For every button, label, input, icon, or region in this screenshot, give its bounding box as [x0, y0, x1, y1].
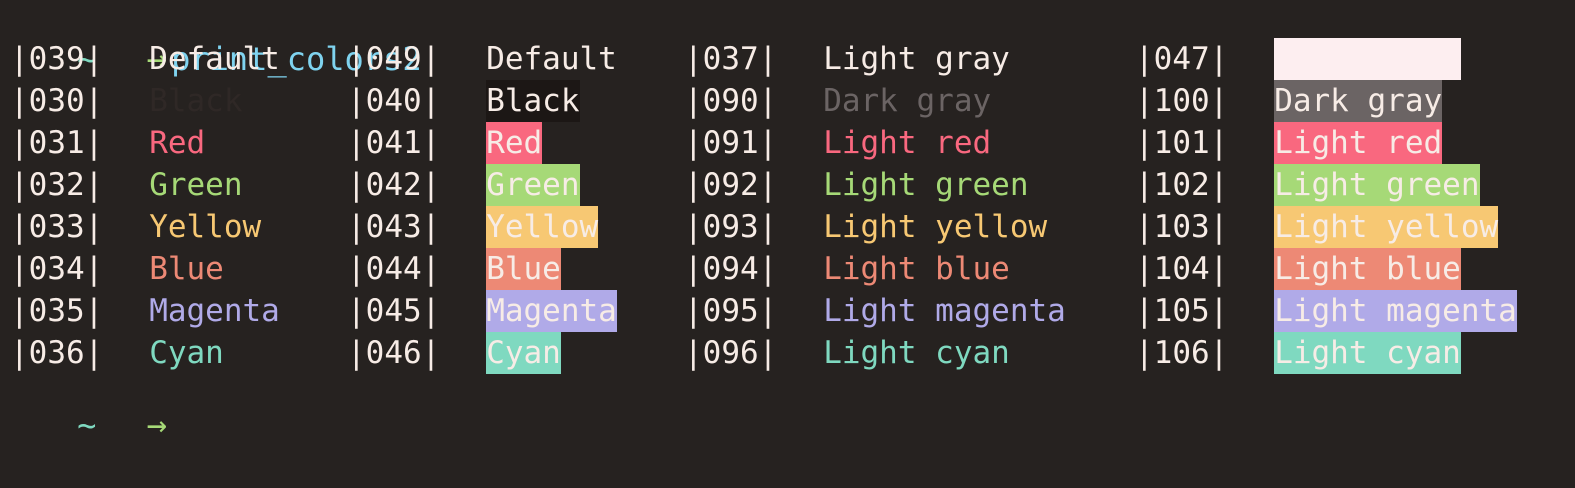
color-code: |039| [10, 41, 104, 77]
color-swatch-label: Light cyan [1274, 332, 1461, 374]
color-code: |037| [684, 41, 778, 77]
table-row: |030| Black |040| Black |090| Dark gray |100| D… [0, 80, 1575, 122]
color-code: |094| [684, 251, 778, 287]
color-swatch-label: Light magenta [1274, 290, 1517, 332]
color-code: |103| [1135, 209, 1229, 245]
table-row: |033| Yellow |043| Yellow |093| Light yellow |… [0, 206, 1575, 248]
color-label: Default [486, 41, 617, 77]
table-row: |035| Magenta |045| Magenta |095| Light magen… [0, 290, 1575, 332]
color-code: |095| [684, 293, 778, 329]
color-swatch-label: Light blue [1274, 248, 1461, 290]
terminal-window[interactable]: ~ → print_colors2 |039| Default |049| Default… [0, 0, 1575, 445]
color-label: Light red [823, 125, 992, 161]
prompt-tilde-icon: ~ [77, 40, 97, 78]
color-code: |036| [10, 335, 104, 371]
color-code: |042| [347, 167, 441, 203]
color-code: |093| [684, 209, 778, 245]
color-swatch-label: Green [486, 164, 580, 206]
color-label: Light green [823, 167, 1029, 203]
color-label: Light yellow [823, 209, 1048, 245]
color-label: Red [149, 125, 206, 161]
color-swatch-label: Black [486, 80, 580, 122]
color-swatch-label: Light green [1274, 164, 1480, 206]
color-label: Black [149, 83, 243, 119]
prompt-line-bottom[interactable]: ~ → [0, 362, 171, 445]
color-code: |046| [347, 335, 441, 371]
color-code: |040| [347, 83, 441, 119]
color-code: |091| [684, 125, 778, 161]
color-code: |043| [347, 209, 441, 245]
color-code: |030| [10, 83, 104, 119]
color-label: Cyan [149, 335, 224, 371]
color-label: Dark gray [823, 83, 992, 119]
color-swatch-label: Blue [486, 248, 561, 290]
color-code: |101| [1135, 125, 1229, 161]
color-swatch-label: Magenta [486, 290, 617, 332]
command-text: print_colors2 [171, 40, 422, 78]
table-row: |036| Cyan |046| Cyan |096| Light cyan |106| Li… [0, 332, 1575, 374]
color-label: Light blue [823, 251, 1010, 287]
color-code: |044| [347, 251, 441, 287]
color-code: |032| [10, 167, 104, 203]
color-swatch-label: Light yellow [1274, 206, 1499, 248]
command-input[interactable] [167, 406, 171, 444]
color-code: |041| [347, 125, 441, 161]
color-code: |102| [1135, 167, 1229, 203]
color-code: |034| [10, 251, 104, 287]
color-swatch-label: Light gray [1274, 38, 1461, 80]
color-swatch-label: Light red [1274, 122, 1443, 164]
color-code: |106| [1135, 335, 1229, 371]
color-code: |035| [10, 293, 104, 329]
color-label: Yellow [149, 209, 262, 245]
color-label: Light cyan [823, 335, 1010, 371]
color-code: |092| [684, 167, 778, 203]
color-swatch-label: Red [486, 122, 543, 164]
color-label: Default [149, 41, 280, 77]
prompt-arrow-icon: → [146, 39, 168, 79]
color-label: Light magenta [823, 293, 1066, 329]
color-swatch-label: Dark gray [1274, 80, 1443, 122]
color-code: |104| [1135, 251, 1229, 287]
prompt-tilde-icon: ~ [77, 406, 97, 444]
color-code: |105| [1135, 293, 1229, 329]
color-code: |045| [347, 293, 441, 329]
table-row: |032| Green |042| Green |092| Light green |102… [0, 164, 1575, 206]
color-code: |047| [1135, 41, 1229, 77]
prompt-line-top: ~ → print_colors2 [0, 0, 422, 79]
color-swatch-label: Yellow [486, 206, 599, 248]
color-swatch-label: Cyan [486, 332, 561, 374]
color-label: Blue [149, 251, 224, 287]
color-code: |033| [10, 209, 104, 245]
color-code: |096| [684, 335, 778, 371]
prompt-arrow-icon: → [146, 405, 168, 445]
color-label: Green [149, 167, 243, 203]
color-code: |100| [1135, 83, 1229, 119]
table-row: |039| Default |049| Default |037| Light gray |… [0, 38, 1575, 80]
color-code: |090| [684, 83, 778, 119]
color-code: |049| [347, 41, 441, 77]
color-label: Magenta [149, 293, 280, 329]
color-code: |031| [10, 125, 104, 161]
color-label: Light gray [823, 41, 1010, 77]
table-row: |031| Red |041| Red |091| Light red |101| Light… [0, 122, 1575, 164]
table-row: |034| Blue |044| Blue |094| Light blue |104| Li… [0, 248, 1575, 290]
